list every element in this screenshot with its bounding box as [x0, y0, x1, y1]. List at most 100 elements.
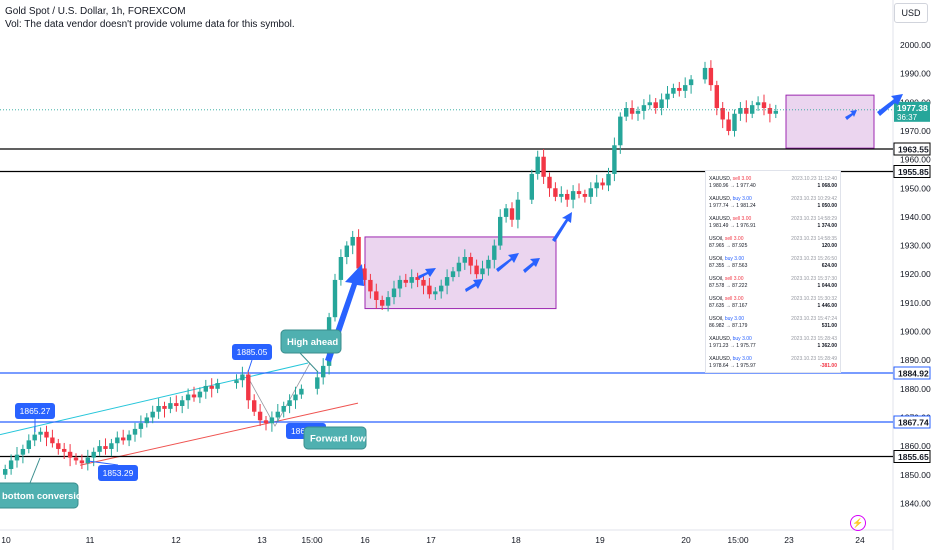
price-level-tag — [893, 415, 931, 429]
trade-symbol: USOil, buy 3.00 — [709, 256, 745, 262]
trade-prices: 87.635 → 87.167 — [709, 303, 748, 309]
trade-time: 2023.10.23 11:12:40 — [791, 176, 837, 182]
current-price-tag — [894, 101, 930, 122]
currency-button[interactable]: USD — [894, 3, 928, 23]
candle-body — [321, 365, 326, 378]
trade-time: 2023.10.23 15:28:49 — [791, 356, 837, 362]
candle-body — [356, 236, 361, 269]
trade-pnl: 1 362.00 — [817, 343, 837, 349]
price-tag-pointer — [87, 460, 119, 466]
candle-body — [174, 403, 179, 406]
trade-symbol: XAUUSD, sell 3.00 — [709, 176, 752, 182]
candle-body — [738, 108, 743, 114]
candle-body — [618, 116, 623, 146]
candle-body — [606, 173, 611, 186]
candle-body — [368, 279, 373, 292]
candle-body — [126, 434, 132, 441]
trade-row: XAUUSD, buy 3.00 1 978.64 → 1 975.97 2023.… — [706, 353, 840, 373]
trade-prices: 1 980.96 → 1 977.40 — [709, 183, 756, 189]
trade-prices: 87.355 → 87.563 — [709, 263, 748, 269]
small-arrow — [496, 253, 519, 272]
trade-symbol: XAUUSD, buy 3.00 — [709, 336, 752, 342]
candle-body — [115, 437, 120, 444]
trade-row: XAUUSD, buy 3.00 1 977.74 → 1 981.24 2023.… — [706, 193, 840, 213]
candle-body — [409, 277, 414, 283]
candle-body — [293, 394, 298, 401]
x-tick-label: 19 — [595, 535, 605, 545]
candle-body — [50, 437, 55, 444]
trade-row: XAUUSD, sell 3.00 1 980.96 → 1 977.40 2023… — [706, 173, 840, 193]
symbol-title[interactable]: Gold Spot / U.S. Dollar, 1h, FOREXCOM — [5, 6, 186, 17]
x-tick-label: 13 — [257, 535, 267, 545]
candle-body — [498, 216, 503, 246]
candle-body — [62, 448, 67, 452]
y-tick-label: 1970.00 — [900, 126, 931, 136]
price-level-tag — [893, 450, 931, 463]
price-level-label: 1955.85 — [898, 167, 929, 177]
candle-body — [26, 440, 31, 449]
trade-time: 2023.10.23 15:37:30 — [791, 276, 837, 282]
candle-body — [252, 400, 257, 412]
candle-body — [553, 188, 558, 197]
candle-body — [263, 420, 269, 424]
lightning-icon[interactable]: ⚡ — [850, 515, 866, 531]
candle-body — [688, 79, 694, 86]
y-tick-label: 1910.00 — [900, 298, 931, 308]
candle-body — [246, 374, 251, 401]
target-arrow — [877, 94, 903, 116]
candle-body — [362, 268, 367, 280]
candle-body — [385, 297, 391, 306]
trade-time: 2023.10.23 14:58:35 — [791, 236, 837, 242]
candle-body — [744, 108, 749, 114]
candle-body — [380, 299, 385, 306]
candle-body — [750, 105, 755, 114]
x-tick-label: 17 — [426, 535, 436, 545]
trade-prices: 87.965 → 87.925 — [709, 243, 748, 249]
candle-body — [350, 236, 355, 246]
trade-pnl: 1 446.00 — [817, 303, 837, 309]
channel-lower-line — [79, 402, 359, 466]
candle-body — [185, 394, 191, 401]
candle-body — [439, 285, 444, 292]
candle-body — [197, 391, 203, 398]
price-tag-pointer — [247, 359, 253, 373]
trade-pnl: -381.00 — [820, 363, 837, 369]
candle-body — [702, 67, 708, 80]
candle-body — [121, 437, 126, 441]
y-tick-label: 1890.00 — [900, 355, 931, 365]
candle-body — [647, 102, 652, 106]
candle-body — [509, 208, 515, 220]
candle-body — [32, 434, 37, 441]
trade-time: 2023.10.23 15:47:24 — [791, 316, 837, 322]
candle-body — [144, 417, 149, 424]
candle-body — [332, 279, 338, 318]
candle-body — [44, 431, 49, 438]
candle-body — [240, 374, 245, 381]
trade-symbol: XAUUSD, buy 3.00 — [709, 356, 752, 362]
small-arrow — [845, 110, 857, 120]
trade-symbol: XAUUSD, buy 3.00 — [709, 196, 752, 202]
candle-body — [20, 448, 26, 455]
trade-pnl: 120.00 — [821, 243, 837, 249]
trade-prices: 1 981.49 → 1 976.91 — [709, 223, 756, 229]
candle-body — [624, 108, 629, 117]
callout-high-ahead-text: High ahead — [287, 337, 338, 348]
candle-body — [38, 431, 43, 435]
candle-body — [641, 105, 647, 111]
candle-body — [203, 385, 208, 392]
price-tag-1865 — [15, 403, 55, 419]
candle-body — [275, 411, 280, 418]
candle-body — [450, 271, 456, 278]
candle-body — [767, 108, 773, 114]
candle-body — [529, 173, 534, 200]
candle-body — [315, 377, 320, 389]
price-tag-1885 — [232, 344, 272, 360]
trade-symbol: USOil, buy 3.00 — [709, 316, 745, 322]
candle-body — [708, 67, 714, 86]
candle-body — [474, 265, 479, 275]
x-tick-label: 16 — [360, 535, 370, 545]
price-level-tag — [893, 366, 931, 380]
x-tick-label: 24 — [855, 535, 865, 545]
candle-body — [515, 199, 521, 220]
